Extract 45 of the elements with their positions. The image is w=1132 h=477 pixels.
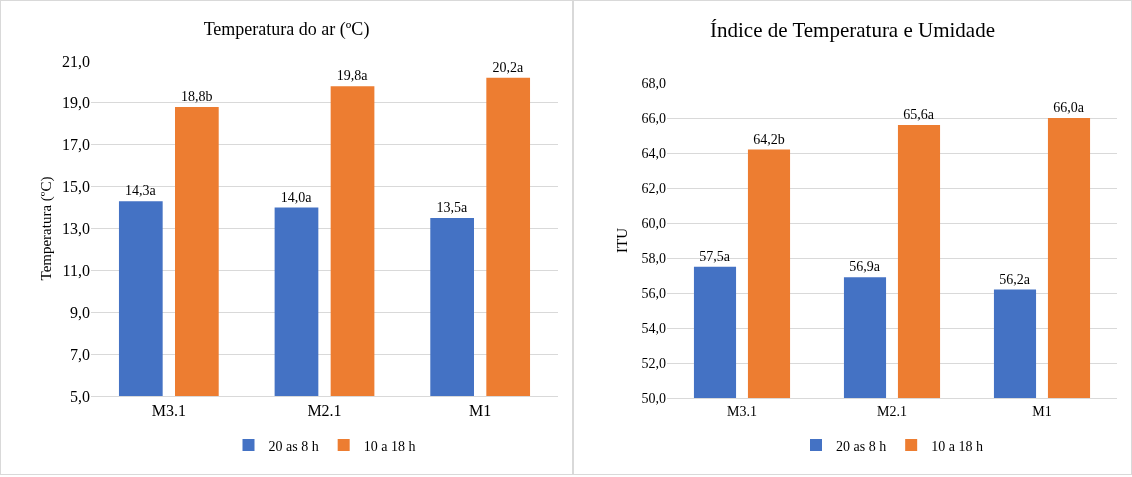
y-tick-label: 50,0 bbox=[641, 390, 666, 406]
legend-label: 10 a 18 h bbox=[931, 438, 983, 454]
x-tick-label: M3.1 bbox=[727, 403, 757, 419]
y-tick-label: 9,0 bbox=[70, 303, 90, 321]
y-tick-label: 66,0 bbox=[641, 110, 666, 126]
y-tick-label: 52,0 bbox=[641, 355, 666, 371]
data-label: 64,2b bbox=[753, 131, 785, 147]
y-tick-label: 60,0 bbox=[641, 215, 666, 231]
data-label: 57,5a bbox=[699, 248, 731, 264]
y-tick-label: 5,0 bbox=[70, 387, 90, 405]
y-axis-title: ITU bbox=[614, 227, 630, 253]
data-label: 13,5a bbox=[436, 200, 468, 216]
x-tick-label: M1 bbox=[469, 402, 492, 420]
y-tick-label: 62,0 bbox=[641, 180, 666, 196]
x-tick-label: M2.1 bbox=[877, 403, 907, 419]
legend-label: 20 as 8 h bbox=[836, 438, 887, 454]
data-label: 14,0a bbox=[280, 189, 313, 205]
y-tick-label: 54,0 bbox=[641, 320, 666, 336]
y-tick-label: 7,0 bbox=[70, 345, 90, 363]
data-label: 18,8b bbox=[181, 89, 213, 105]
x-tick-label: M2.1 bbox=[307, 402, 342, 420]
legend-label: 10 a 18 h bbox=[363, 438, 416, 454]
data-label: 14,3a bbox=[125, 183, 157, 199]
y-tick-label: 56,0 bbox=[641, 285, 666, 301]
y-tick-label: 58,0 bbox=[641, 250, 666, 266]
data-label: 66,0a bbox=[1053, 100, 1085, 115]
y-axis-title: Temperatura (ºC) bbox=[38, 176, 55, 281]
data-label: 65,6a bbox=[903, 107, 935, 122]
y-tick-label: 64,0 bbox=[641, 145, 666, 161]
y-tick-label: 13,0 bbox=[62, 220, 90, 238]
x-tick-label: M1 bbox=[1032, 403, 1052, 419]
legend-label: 20 as 8 h bbox=[268, 438, 319, 454]
data-label: 56,2a bbox=[999, 271, 1031, 287]
data-label: 20,2a bbox=[492, 59, 524, 75]
data-label: 19,8a bbox=[336, 68, 369, 84]
y-tick-label: 21,0 bbox=[62, 52, 90, 70]
chart-title: Temperatura do ar (ºC) bbox=[203, 18, 370, 40]
x-tick-label: M3.1 bbox=[151, 402, 186, 420]
y-tick-label: 17,0 bbox=[62, 136, 90, 154]
y-tick-label: 19,0 bbox=[62, 94, 90, 112]
data-label: 56,9a bbox=[849, 259, 881, 275]
y-tick-label: 15,0 bbox=[62, 178, 90, 196]
y-tick-label: 68,0 bbox=[641, 75, 666, 91]
y-tick-label: 11,0 bbox=[62, 261, 90, 279]
chart-title: Índice de Temperatura e Umidade bbox=[709, 17, 996, 42]
